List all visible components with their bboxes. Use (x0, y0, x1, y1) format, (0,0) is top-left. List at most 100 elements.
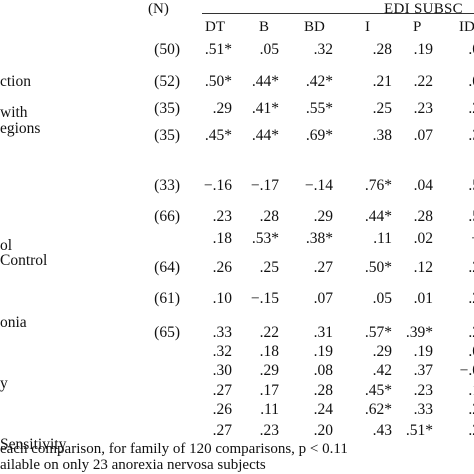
dt-cell: .27 (212, 382, 232, 399)
row-label: egions (0, 120, 41, 137)
col-header-id: ID (459, 19, 474, 35)
bd-cell: .31 (313, 324, 333, 341)
bd-cell: .08 (313, 362, 333, 379)
row-label: ction (0, 73, 31, 90)
b-cell: .22 (259, 324, 279, 341)
dt-cell: −.16 (203, 177, 232, 194)
b-cell: .29 (259, 362, 279, 379)
dt-cell: .26 (212, 259, 232, 276)
i-cell: .76* (364, 177, 392, 194)
i-cell: .29 (372, 343, 392, 360)
i-cell: .42 (372, 362, 392, 379)
col-header-p: P (413, 19, 422, 35)
i-cell: .38 (372, 127, 392, 144)
id-cell: .2 (468, 401, 474, 418)
n-column-header: (N) (148, 1, 169, 17)
i-cell: .25 (372, 100, 392, 117)
i-cell: .44* (364, 208, 392, 225)
p-cell: .22 (413, 73, 433, 90)
p-cell: .37 (413, 362, 433, 379)
id-cell: −.0 (459, 362, 474, 379)
row-label: Control (0, 252, 48, 269)
p-cell: .19 (413, 41, 433, 58)
id-cell: .0 (468, 73, 474, 90)
footnote-2: ailable on only 23 anorexia nervosa subj… (0, 457, 266, 473)
p-cell: .19 (413, 343, 433, 360)
p-cell: .23 (413, 382, 433, 399)
col-header-bd: BD (304, 19, 325, 35)
p-cell: .28 (413, 208, 433, 225)
p-cell: .04 (413, 177, 433, 194)
footnote-1: each comparison, for family of 120 compa… (0, 441, 348, 457)
id-cell: − (440, 231, 474, 247)
p-cell: .07 (413, 127, 433, 144)
id-cell: .1 (468, 382, 474, 399)
dt-cell: .32 (212, 343, 232, 360)
b-cell: .53* (251, 230, 279, 247)
b-cell: .44* (251, 127, 279, 144)
i-cell: .11 (373, 230, 392, 247)
i-cell: .21 (372, 73, 392, 90)
bd-cell: .32 (313, 41, 333, 58)
b-cell: .41* (251, 100, 279, 117)
bd-cell: −.14 (304, 177, 333, 194)
col-header-dt: DT (205, 19, 225, 35)
dt-cell: .18 (212, 230, 232, 247)
id-cell: .0 (468, 41, 474, 58)
n-cell: (35) (154, 127, 180, 144)
bd-cell: .27 (313, 259, 333, 276)
id-cell: .2 (468, 324, 474, 341)
id-cell: .5 (468, 208, 474, 225)
i-cell: .57* (364, 324, 392, 341)
n-cell: (64) (154, 259, 180, 276)
b-cell: .25 (259, 259, 279, 276)
b-cell: .11 (260, 401, 279, 418)
bd-cell: .19 (313, 343, 333, 360)
edi-subscale-header: EDI SUBSC (384, 1, 463, 17)
dt-cell: .23 (212, 208, 232, 225)
dt-cell: .10 (212, 290, 232, 307)
id-cell: .2 (468, 100, 474, 117)
p-cell: .01 (413, 290, 433, 307)
p-cell: .39* (405, 324, 433, 341)
dt-cell: .45* (204, 127, 232, 144)
n-cell: (52) (154, 73, 180, 90)
p-cell: .51* (405, 422, 433, 439)
dt-cell: .30 (212, 362, 232, 379)
p-cell: .23 (413, 100, 433, 117)
p-cell: .33 (413, 401, 433, 418)
dt-cell: .27 (212, 422, 232, 439)
dt-cell: .51* (204, 41, 232, 58)
row-label: onia (0, 314, 27, 331)
n-cell: (50) (154, 41, 180, 58)
bd-cell: .38* (305, 230, 333, 247)
i-cell: .43 (372, 422, 392, 439)
bd-cell: .69* (305, 127, 333, 144)
n-cell: (33) (154, 177, 180, 194)
bd-cell: .29 (313, 208, 333, 225)
bd-cell: .55* (305, 100, 333, 117)
header-rule (202, 13, 474, 14)
p-cell: .02 (413, 230, 433, 247)
n-cell: (65) (154, 324, 180, 341)
b-cell: .23 (259, 422, 279, 439)
col-header-i: I (365, 19, 370, 35)
dt-cell: .26 (212, 401, 232, 418)
id-cell: .2 (468, 259, 474, 276)
i-cell: .62* (364, 401, 392, 418)
id-cell: .2 (468, 290, 474, 307)
dt-cell: .29 (212, 100, 232, 117)
row-label: y (0, 375, 8, 392)
b-cell: .05 (259, 41, 279, 58)
dt-cell: .33 (212, 324, 232, 341)
n-cell: (61) (154, 290, 180, 307)
id-cell: .3 (468, 127, 474, 144)
i-cell: .05 (372, 290, 392, 307)
row-label: ol (0, 237, 13, 254)
b-cell: .44* (251, 73, 279, 90)
i-cell: .50* (364, 259, 392, 276)
bd-cell: .24 (313, 401, 333, 418)
bd-cell: .28 (313, 382, 333, 399)
b-cell: −.15 (250, 290, 279, 307)
b-cell: .17 (259, 382, 279, 399)
